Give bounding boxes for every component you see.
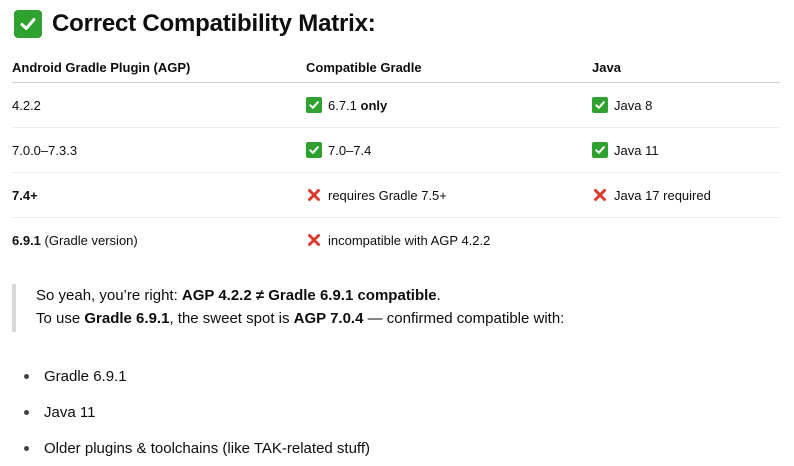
quote-bold-text: Gradle 6.9.1: [84, 310, 170, 327]
white-check-mark-icon: [14, 10, 42, 38]
agp-version: (Gradle version): [40, 232, 138, 248]
table-row: 6.9.1 (Gradle version) incompatible with …: [12, 218, 780, 263]
agp-version: 4.2.2: [12, 97, 41, 113]
cross-mark-icon: [592, 187, 608, 203]
cell-gradle: 7.0–7.4: [306, 127, 592, 173]
bullet-list: Gradle 6.9.1 Java 11 Older plugins & too…: [24, 358, 370, 466]
cell-agp: 7.0.0–7.3.3: [12, 127, 306, 173]
cell-gradle: requires Gradle 7.5+: [306, 172, 592, 218]
page-heading: Correct Compatibility Matrix:: [14, 8, 376, 40]
list-item: Gradle 6.9.1: [24, 358, 370, 394]
cell-gradle: 6.7.1 only: [306, 82, 592, 128]
quote-text: So yeah, you’re right:: [36, 287, 182, 304]
quote-text: To use: [36, 310, 85, 327]
check-mark-icon: [306, 97, 322, 113]
list-item: Java 11: [24, 394, 370, 430]
cell-agp: 6.9.1 (Gradle version): [12, 218, 306, 263]
java-text: Java 8: [614, 97, 653, 113]
gradle-bold-text: only: [360, 97, 388, 113]
quote-bold-text: AGP 4.2.2 ≠ Gradle 6.9.1 compatible: [181, 287, 437, 304]
blockquote: So yeah, you’re right: AGP 4.2.2 ≠ Gradl…: [12, 284, 564, 332]
list-item-text: Gradle 6.9.1: [44, 367, 127, 385]
cross-mark-icon: [306, 187, 322, 203]
gradle-text: 6.7.1: [328, 97, 361, 113]
table-header-row: Android Gradle Plugin (AGP) Compatible G…: [12, 52, 780, 83]
list-item-text: Java 11: [44, 403, 96, 421]
quote-line-2: To use Gradle 6.9.1, the sweet spot is A…: [36, 307, 564, 330]
column-header-gradle: Compatible Gradle: [306, 52, 592, 83]
gradle-text: incompatible with AGP 4.2.2: [328, 232, 491, 248]
column-header-java: Java: [592, 52, 780, 83]
table-row: 7.0.0–7.3.3 7.0–7.4 Java 11: [12, 127, 780, 173]
cross-mark-icon: [306, 232, 322, 248]
column-header-agp: Android Gradle Plugin (AGP): [12, 52, 306, 83]
quote-bold-text: AGP 7.0.4: [293, 310, 364, 327]
quote-line-1: So yeah, you’re right: AGP 4.2.2 ≠ Gradl…: [36, 284, 564, 307]
check-mark-icon: [592, 142, 608, 158]
table-row: 7.4+ requires Gradle 7.5+ Java 17 required: [12, 172, 780, 218]
agp-version-bold: 7.4+: [12, 187, 38, 203]
bullet-dot-icon: [24, 409, 29, 415]
java-text: Java 17 required: [614, 187, 711, 203]
cell-agp: 7.4+: [12, 172, 306, 218]
gradle-text: 7.0–7.4: [328, 142, 372, 158]
list-item-text: Older plugins & toolchains (like TAK-rel…: [44, 439, 370, 457]
cell-java: Java 11: [592, 127, 780, 173]
java-text: Java 11: [614, 142, 659, 158]
list-item: Older plugins & toolchains (like TAK-rel…: [24, 430, 370, 466]
quote-text: — confirmed compatible with:: [363, 310, 565, 327]
table-row: 4.2.2 6.7.1 only Java 8: [12, 82, 780, 128]
check-mark-icon: [306, 142, 322, 158]
quote-text: , the sweet spot is: [169, 310, 294, 327]
cell-agp: 4.2.2: [12, 82, 306, 128]
compatibility-table: Android Gradle Plugin (AGP) Compatible G…: [12, 52, 780, 262]
cell-java: Java 17 required: [592, 172, 780, 218]
cell-java: Java 8: [592, 82, 780, 128]
gradle-text: requires Gradle 7.5+: [328, 187, 447, 203]
bullet-dot-icon: [24, 373, 29, 379]
check-mark-icon: [592, 97, 608, 113]
quote-text: .: [436, 287, 441, 304]
agp-version: 7.0.0–7.3.3: [12, 142, 78, 158]
cell-java: [592, 218, 780, 263]
cell-gradle: incompatible with AGP 4.2.2: [306, 218, 592, 263]
heading-title: Correct Compatibility Matrix:: [52, 10, 376, 37]
agp-version-bold: 6.9.1: [12, 232, 41, 248]
bullet-dot-icon: [24, 445, 29, 451]
